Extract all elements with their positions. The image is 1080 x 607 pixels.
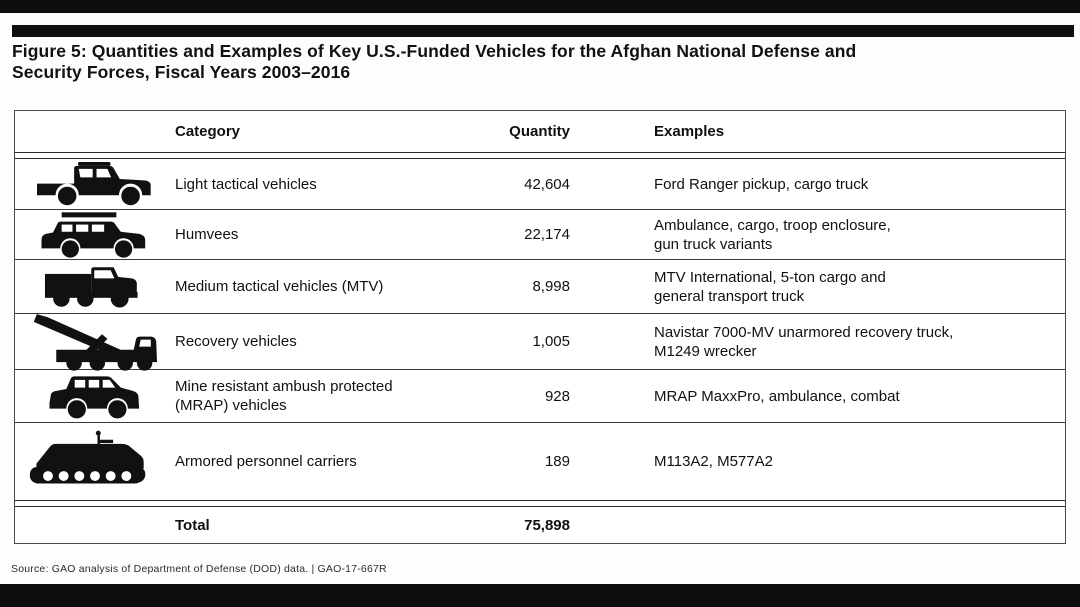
quantity-cell: 189	[544, 453, 570, 470]
humvee-icon	[41, 211, 145, 258]
total-double-rule	[15, 500, 1065, 507]
table-row: Recovery vehicles 1,005 Navistar 7000-MV…	[15, 313, 1065, 371]
title-rule	[12, 25, 1074, 37]
examples-header: Examples	[654, 123, 725, 140]
total-label: Total	[175, 516, 210, 534]
table-row: Medium tactical vehicles (MTV) 8,998 MTV…	[15, 259, 1065, 313]
category-cell: Light tactical vehicles	[175, 175, 317, 193]
total-quantity: 75,898	[524, 516, 570, 534]
figure-title: Figure 5: Quantities and Examples of Key…	[12, 41, 857, 82]
quantity-cell: 42,604	[524, 175, 570, 193]
total-row: Total 75,898	[15, 507, 1065, 543]
examples-cell: Ambulance, cargo, troop enclosure, gun t…	[654, 216, 891, 253]
top-black-bar	[0, 0, 1080, 13]
table-header-row: Category Quantity Examples	[15, 111, 1065, 152]
armored-personnel-carrier-icon	[29, 430, 146, 483]
category-cell: Armored personnel carriers	[175, 453, 357, 470]
table-row: Mine resistant ambush protected (MRAP) v…	[15, 369, 1065, 422]
category-cell: Medium tactical vehicles (MTV)	[175, 278, 384, 295]
category-cell: Recovery vehicles	[175, 333, 297, 350]
table-row: Light tactical vehicles 42,604 Ford Rang…	[15, 159, 1065, 209]
category-cell: Mine resistant ambush protected (MRAP) v…	[175, 378, 393, 414]
medium-truck-icon	[44, 266, 138, 308]
quantity-cell: 8,998	[532, 278, 570, 295]
category-cell: Humvees	[175, 226, 239, 243]
table-row: Armored personnel carriers 189 M113A2, M…	[15, 422, 1065, 500]
quantity-cell: 22,174	[524, 226, 570, 243]
examples-cell: Ford Ranger pickup, cargo truck	[654, 175, 869, 193]
quantity-header: Quantity	[509, 123, 570, 140]
source-line: Source: GAO analysis of Department of De…	[11, 563, 387, 575]
quantity-cell: 928	[544, 387, 570, 405]
vehicles-table: Category Quantity Examples Light tactica…	[14, 110, 1066, 544]
quantity-cell: 1,005	[532, 333, 570, 350]
mrap-vehicle-icon	[49, 376, 140, 419]
table-row: Humvees 22,174 Ambulance, cargo, troop e…	[15, 209, 1065, 259]
examples-cell: MTV International, 5-ton cargo and gener…	[654, 268, 886, 305]
pickup-truck-icon	[37, 161, 151, 206]
header-double-rule	[15, 152, 1065, 159]
examples-cell: M113A2, M577A2	[654, 453, 773, 470]
examples-cell: MRAP MaxxPro, ambulance, combat	[654, 387, 900, 405]
recovery-crane-truck-icon	[33, 313, 157, 371]
category-header: Category	[175, 123, 241, 140]
examples-cell: Navistar 7000-MV unarmored recovery truc…	[654, 323, 954, 360]
bottom-black-bar	[0, 584, 1080, 607]
